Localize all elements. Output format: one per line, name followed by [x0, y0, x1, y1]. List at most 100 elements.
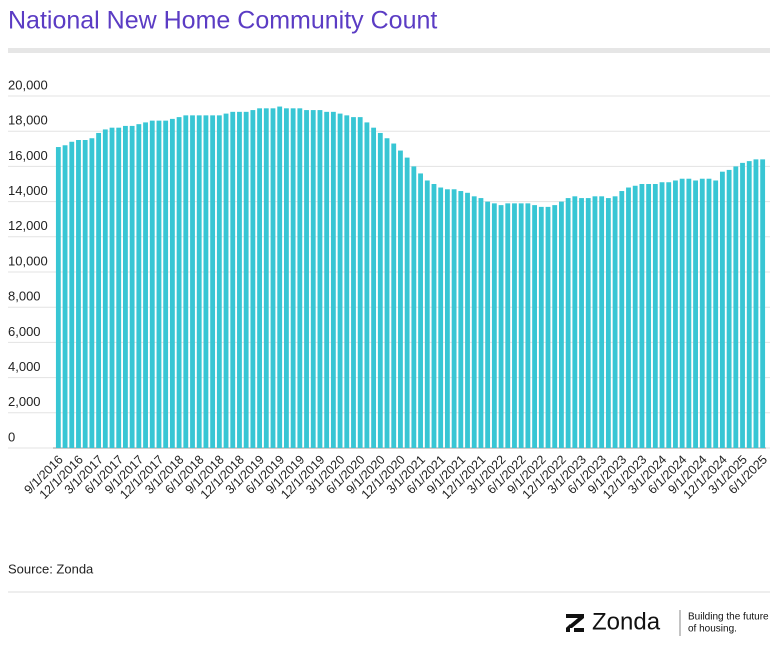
- bar: [465, 192, 470, 448]
- bar: [626, 187, 631, 448]
- bar: [82, 140, 88, 448]
- bar: [69, 141, 75, 448]
- bar: [330, 111, 336, 448]
- bar: [713, 180, 719, 449]
- bar: [129, 125, 135, 449]
- bar: [760, 159, 766, 449]
- brand: Zonda: [592, 608, 661, 635]
- y-tick-label: 12,000: [8, 218, 48, 233]
- bar: [599, 196, 605, 448]
- bar: [270, 108, 276, 448]
- bar: [659, 182, 665, 449]
- bar: [257, 108, 262, 448]
- bar: [592, 196, 598, 448]
- bar: [411, 166, 417, 448]
- bar: [632, 185, 638, 448]
- bar: [210, 115, 216, 449]
- y-tick-label: 0: [8, 429, 15, 444]
- bar: [478, 198, 484, 448]
- y-tick-label: 6,000: [8, 324, 41, 339]
- bar: [485, 201, 491, 448]
- bar: [639, 184, 645, 448]
- bar: [337, 113, 343, 448]
- bar: [532, 205, 538, 448]
- bar: [283, 108, 289, 448]
- bar: [190, 115, 195, 449]
- bar: [216, 115, 222, 449]
- bar: [371, 127, 377, 449]
- bar: [163, 120, 169, 448]
- bar: [746, 161, 752, 448]
- chart-title: National New Home Community Count: [8, 7, 437, 35]
- bar: [62, 145, 68, 448]
- bar: [740, 162, 745, 448]
- bar: [525, 203, 531, 448]
- y-tick-label: 8,000: [8, 289, 41, 304]
- bar: [223, 113, 229, 448]
- bar: [263, 108, 269, 448]
- logo-icon: [566, 614, 584, 632]
- bar: [579, 198, 584, 448]
- bar: [310, 110, 316, 448]
- bar: [196, 115, 202, 449]
- bar: [250, 110, 256, 448]
- bar: [619, 191, 625, 449]
- bar: [136, 124, 142, 448]
- bar: [384, 138, 390, 449]
- title-rule: [8, 48, 770, 53]
- bar: [76, 140, 81, 448]
- bar: [156, 120, 162, 448]
- bar: [666, 182, 672, 449]
- bar: [102, 129, 108, 448]
- bar: [693, 180, 698, 449]
- bar: [565, 198, 571, 448]
- bar: [304, 110, 309, 448]
- bar: [505, 203, 511, 448]
- bar: [123, 125, 128, 449]
- bar: [572, 196, 578, 448]
- bar: [512, 203, 517, 448]
- bar: [673, 180, 678, 449]
- bar: [230, 111, 236, 448]
- bar: [612, 196, 618, 448]
- bar: [431, 184, 437, 448]
- bar: [96, 132, 102, 448]
- bar: [404, 157, 410, 448]
- bar: [243, 111, 249, 448]
- y-tick-label: 18,000: [8, 113, 48, 128]
- bar: [116, 127, 122, 449]
- bar: [719, 171, 725, 448]
- bar: [605, 198, 611, 448]
- y-tick-label: 2,000: [8, 394, 41, 409]
- y-tick-label: 4,000: [8, 359, 41, 374]
- bar: [699, 178, 705, 448]
- source: Source: Zonda: [8, 561, 94, 576]
- bar: [706, 178, 712, 448]
- bar: [545, 206, 551, 448]
- bar: [149, 120, 155, 448]
- tagline: Building the future: [688, 612, 769, 623]
- bar: [686, 178, 692, 448]
- bar: [357, 117, 363, 449]
- bar: [733, 166, 739, 448]
- bar: [317, 110, 323, 448]
- y-tick-label: 14,000: [8, 183, 48, 198]
- bar: [491, 203, 497, 448]
- bar: [552, 205, 558, 448]
- bar: [183, 115, 189, 449]
- bar: [176, 117, 182, 449]
- bar: [203, 115, 209, 449]
- bar: [518, 203, 524, 448]
- bar: [652, 184, 658, 448]
- bar: [726, 169, 732, 449]
- bar: [364, 122, 370, 449]
- bar: [418, 173, 423, 448]
- bar: [351, 117, 356, 449]
- bar: [498, 205, 504, 448]
- bar: [237, 111, 242, 448]
- bar: [377, 132, 383, 448]
- bar: [109, 127, 115, 449]
- bar: [344, 115, 350, 449]
- y-tick-label: 20,000: [8, 77, 48, 92]
